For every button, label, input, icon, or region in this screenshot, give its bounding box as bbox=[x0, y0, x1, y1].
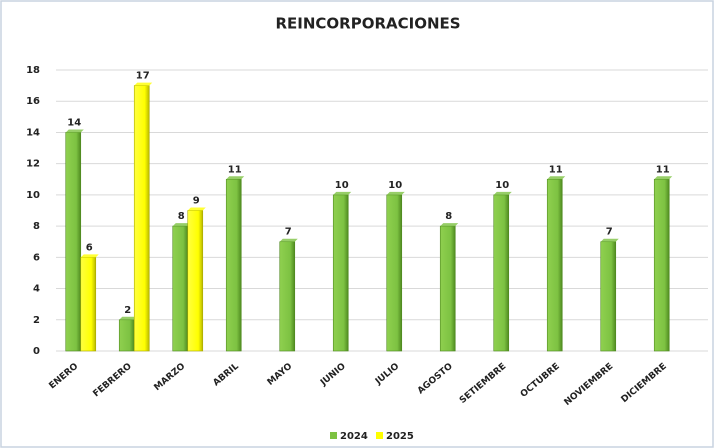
y-tick-label: 16 bbox=[26, 96, 40, 107]
bar-top bbox=[547, 176, 566, 180]
value-label: 14 bbox=[67, 117, 81, 128]
bar bbox=[65, 132, 82, 352]
bar bbox=[279, 241, 296, 352]
bar-top bbox=[119, 316, 138, 320]
bar bbox=[172, 225, 189, 352]
legend-swatch bbox=[330, 432, 337, 439]
bar-top bbox=[279, 238, 298, 242]
value-label: 17 bbox=[136, 71, 150, 82]
value-label: 8 bbox=[445, 211, 452, 222]
y-tick-label: 12 bbox=[26, 159, 40, 170]
bar-top bbox=[386, 191, 405, 195]
bar-top bbox=[172, 223, 191, 227]
y-tick-label: 8 bbox=[33, 221, 40, 232]
y-tick-label: 14 bbox=[26, 127, 40, 138]
bar bbox=[80, 257, 97, 352]
y-tick-label: 18 bbox=[26, 65, 40, 76]
value-label: 10 bbox=[495, 180, 509, 191]
y-tick-label: 0 bbox=[33, 346, 40, 357]
legend-label: 2024 bbox=[340, 431, 368, 442]
legend-label: 2025 bbox=[386, 431, 414, 442]
legend-swatch bbox=[376, 432, 383, 439]
y-tick-label: 2 bbox=[33, 315, 40, 326]
bar bbox=[493, 194, 510, 352]
y-tick-label: 10 bbox=[26, 190, 40, 201]
bar bbox=[439, 225, 456, 352]
bar bbox=[118, 319, 135, 352]
bar-top bbox=[333, 191, 352, 195]
bar bbox=[600, 241, 617, 352]
bar-top bbox=[80, 254, 99, 258]
value-label: 2 bbox=[124, 305, 131, 316]
bar bbox=[225, 178, 242, 352]
bar-top bbox=[134, 82, 153, 86]
bar-top bbox=[65, 129, 84, 133]
value-label: 7 bbox=[606, 227, 613, 238]
bar bbox=[386, 194, 403, 352]
y-tick-label: 6 bbox=[33, 252, 40, 263]
value-label: 9 bbox=[193, 196, 200, 207]
chart-title: REINCORPORACIONES bbox=[275, 15, 460, 33]
value-label: 7 bbox=[285, 227, 292, 238]
value-label: 10 bbox=[335, 180, 349, 191]
value-label: 11 bbox=[656, 164, 670, 175]
y-tick-label: 4 bbox=[33, 284, 40, 295]
value-label: 8 bbox=[178, 211, 185, 222]
value-label: 11 bbox=[228, 164, 242, 175]
bar-top bbox=[187, 207, 206, 211]
value-label: 10 bbox=[388, 180, 402, 191]
bar bbox=[332, 194, 349, 352]
bar bbox=[187, 210, 204, 352]
bar bbox=[546, 178, 563, 352]
bar-top bbox=[440, 223, 459, 227]
bar-top bbox=[600, 238, 619, 242]
bar-top bbox=[226, 176, 245, 180]
value-label: 6 bbox=[86, 242, 93, 253]
value-label: 11 bbox=[549, 164, 563, 175]
bar bbox=[653, 178, 670, 352]
bar-top bbox=[654, 176, 673, 180]
bar-top bbox=[493, 191, 512, 195]
bar bbox=[133, 85, 150, 352]
